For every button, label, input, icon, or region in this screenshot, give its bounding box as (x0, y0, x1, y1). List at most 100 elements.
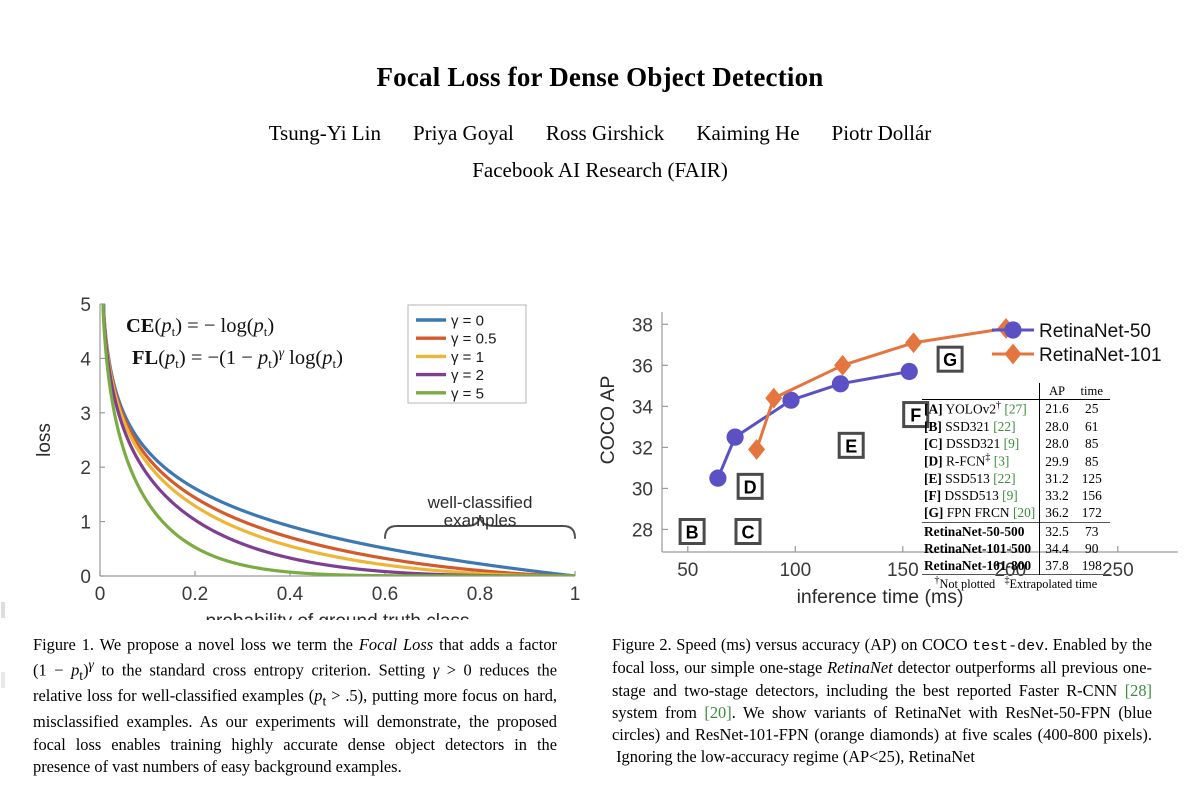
fig2-x-tick-label: 250 (1102, 560, 1134, 581)
table-row: [F] DSSD513 [9] 33.2 156 (922, 487, 1110, 505)
fig1-y-axis-label: loss (34, 423, 55, 457)
fig1-y-tick-label: 0 (80, 567, 91, 588)
table-row: [A] YOLOv2† [27] 21.6 25 (922, 399, 1110, 418)
results-table: AP time [A] YOLOv2† [27] 21.6 25 [B] SSD321 [… (922, 383, 1110, 594)
fig1-y-tick-label: 2 (80, 458, 91, 479)
table-row: RetinaNet-50-500 32.5 73 (922, 521, 1110, 540)
results-row-label: [A] YOLOv2† [27] (922, 399, 1040, 418)
fig1-legend-label-4: γ = 5 (451, 385, 484, 402)
results-row-time: 90 (1085, 540, 1099, 556)
fig1-legend-label-3: γ = 2 (451, 367, 484, 384)
table-row: RetinaNet-101-500 34.4 90 (922, 539, 1110, 558)
fig2-y-tick-label: 32 (632, 438, 653, 459)
fig1-annotation-line-2: examples (444, 511, 517, 530)
results-table-footnote-row: †Not plotted ‡Extrapolated time (922, 574, 1110, 594)
fig2-series-line-0 (716, 370, 910, 479)
figure-1-caption-label: Figure 1. (33, 635, 95, 654)
results-row-time: 85 (1085, 436, 1099, 452)
author: Priya Goyal (412, 121, 514, 145)
fig2-y-tick-label: 28 (632, 520, 653, 541)
author: Piotr Dollár (831, 121, 932, 145)
focal-loss-plot: 0 0.2 0.4 0.6 0.8 1 0 1 2 3 4 5 loss probability of g… (34, 295, 581, 620)
results-row-time: 73 (1073, 521, 1110, 540)
results-row-ap: 28.0 (1039, 435, 1074, 453)
page-title: Focal Loss for Dense Object Detection (376, 62, 824, 92)
fig2-label-box-C: C (734, 517, 762, 545)
results-col-time: time (1080, 384, 1103, 398)
results-row-ap: 32.5 (1039, 521, 1074, 540)
results-row-label: [C] DSSD321 [9] (924, 436, 1020, 452)
fig2-label-box-G: G (936, 345, 964, 373)
fig2-y-tick-label: 38 (632, 315, 653, 336)
results-row-label: [E] SSD513 [22] (924, 470, 1016, 486)
page-edge-artifact (1, 602, 5, 618)
fig2-x-tick-label: 100 (779, 560, 811, 581)
results-table-header-row: AP time (922, 383, 1110, 400)
fig2-y-axis-label: COCO AP (600, 376, 619, 465)
results-row-label: RetinaNet-50-500 (922, 521, 1040, 540)
table-row: [D] R-FCN‡ [3] 29.9 85 (922, 452, 1110, 470)
author-list: Tsung-Yi Lin Priya Goyal Ross Girshick Kaim… (0, 121, 1200, 146)
author: Ross Girshick (545, 121, 665, 145)
fig1-x-axis-label: probability of ground truth class (205, 611, 469, 620)
fig2-y-tick-label: 30 (632, 479, 653, 500)
author: Tsung-Yi Lin (268, 121, 381, 145)
results-row-label: [D] R-FCN‡ [3] (924, 452, 1010, 469)
fig1-equation-ce: CE(pt) = − log(pt) (126, 315, 274, 339)
figure-2-caption: Figure 2. Speed (ms) versus accuracy (AP… (612, 635, 1153, 767)
fig2-label-letter: B (686, 522, 699, 542)
fig2-y-tick-label: 34 (632, 397, 654, 418)
fig2-marker-RetinaNet-101-2 (834, 354, 852, 376)
results-row-time: 198 (1081, 558, 1102, 574)
results-row-ap: 37.8 (1039, 557, 1074, 575)
table-row: RetinaNet-101-800 37.8 198 (922, 557, 1110, 575)
fig2-marker-RetinaNet-101-3 (905, 332, 923, 354)
fig2-legend-label-1: RetinaNet-101 (1039, 345, 1162, 366)
fig1-y-tick-label: 3 (80, 404, 91, 425)
fig2-marker-RetinaNet-50-3 (831, 375, 850, 393)
fig2-label-box-D: D (736, 472, 764, 500)
figures-row: 00.20.40.60.81012345lossprobability of g… (0, 290, 1200, 620)
fig2-legend-marker-0 (1004, 321, 1022, 339)
fig1-y-tick-label: 4 (80, 349, 91, 370)
fig2-marker-RetinaNet-101-0 (748, 439, 766, 460)
results-col-blank (922, 383, 1040, 400)
author: Kaiming He (696, 121, 800, 145)
fig1-x-tick-label: 0.6 (372, 584, 398, 605)
fig1-legend-label-2: γ = 1 (451, 349, 484, 366)
results-row-ap: 36.2 (1039, 504, 1074, 523)
results-row-ap: 33.2 (1039, 487, 1074, 505)
fig2-label-letter: D (744, 477, 757, 497)
figure-1-caption: Figure 1. We propose a novel loss we ter… (33, 635, 557, 776)
page-edge-artifact-2 (1, 672, 5, 688)
fig1-legend (407, 304, 527, 404)
results-table-body: AP time [A] YOLOv2† [27] 21.6 25 [B] SSD321 [… (922, 383, 1110, 594)
affiliation: Facebook AI Research (FAIR) (472, 158, 728, 182)
table-row: [G] FPN FRCN [20] 36.2 172 (922, 504, 1110, 523)
fig2-marker-RetinaNet-101-1 (765, 387, 783, 409)
results-row-time: 85 (1085, 453, 1099, 469)
fig1-legend-label-1: γ = 0.5 (451, 331, 496, 348)
fig2-marker-RetinaNet-50-1 (726, 428, 744, 446)
results-row-ap: 28.0 (1039, 417, 1074, 436)
fig1-legend-label-0: γ = 0 (451, 313, 484, 330)
results-row-time: 172 (1081, 505, 1102, 521)
fig1-brace (384, 514, 576, 539)
results-footnote: †Not plotted ‡Extrapolated time (922, 574, 1110, 594)
results-row-ap: 29.9 (1039, 452, 1074, 470)
figure-2-caption-label: Figure 2. (612, 635, 672, 654)
results-col-ap: AP (1039, 383, 1074, 400)
results-row-label: [F] DSSD513 [9] (924, 488, 1018, 504)
results-row-time: 61 (1085, 418, 1099, 434)
fig2-label-letter: F (910, 406, 921, 426)
results-row-time: 25 (1073, 399, 1110, 418)
results-row-ap: 34.4 (1039, 539, 1074, 558)
fig1-x-tick-label: 1 (570, 584, 581, 605)
fig1-x-tick-label: 0 (95, 584, 106, 605)
fig2-label-letter: G (943, 350, 957, 370)
results-row-label: [B] SSD321 [22] (924, 418, 1016, 434)
fig1-y-tick-label: 5 (80, 295, 91, 316)
fig2-marker-RetinaNet-50-2 (782, 391, 800, 409)
results-row-label: [G] FPN FRCN [20] (924, 505, 1036, 521)
fig2-label-box-E: E (837, 431, 865, 459)
